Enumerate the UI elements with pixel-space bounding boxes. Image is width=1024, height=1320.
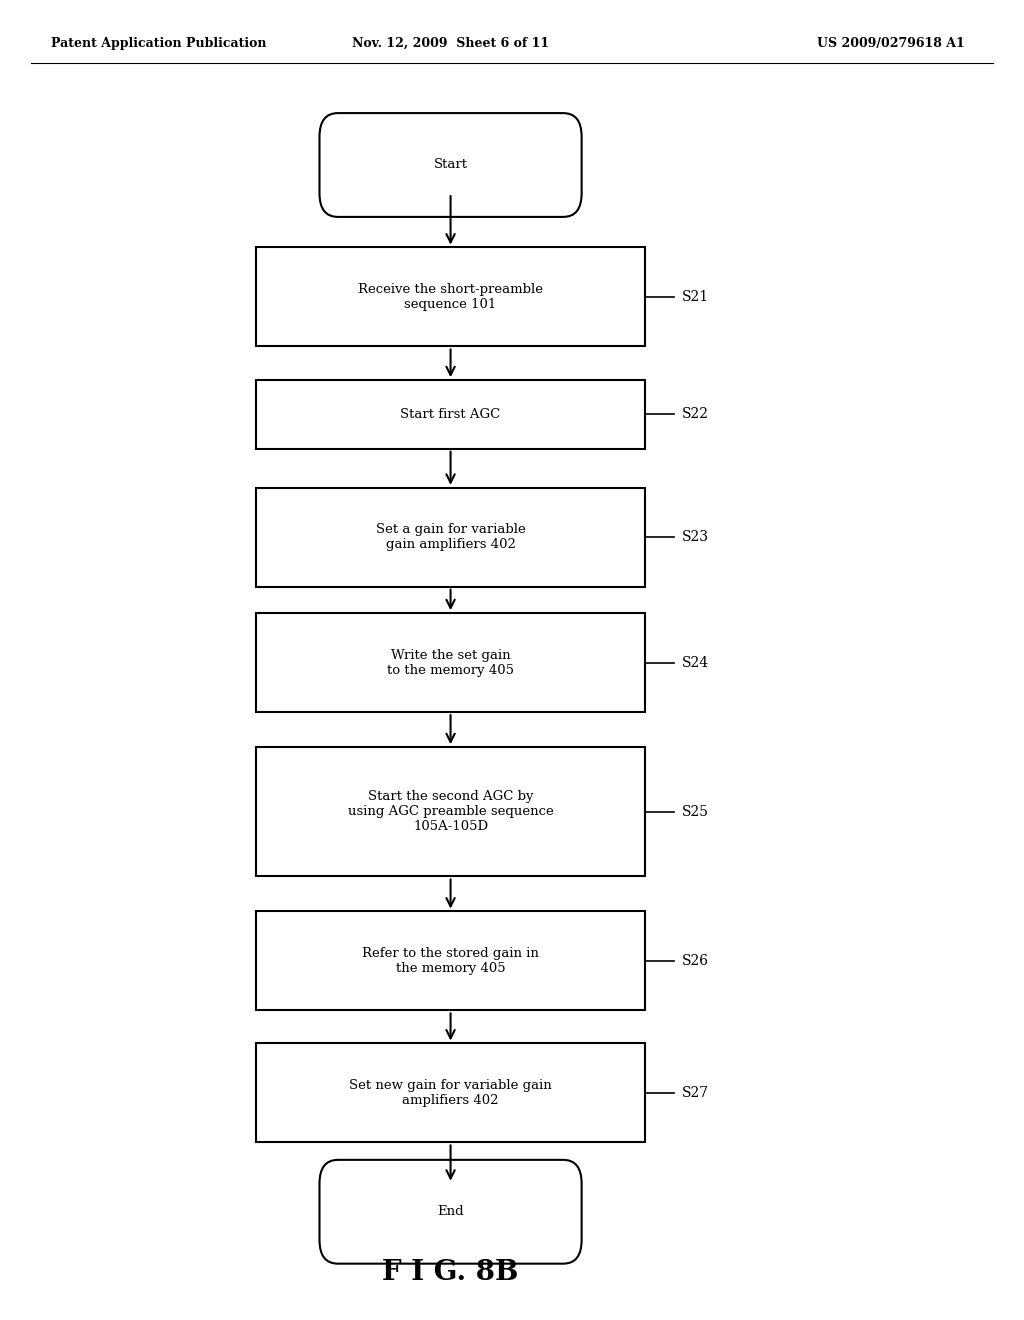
Bar — [256, 1043, 645, 1143]
FancyBboxPatch shape — [319, 114, 582, 216]
Text: S23: S23 — [682, 531, 709, 544]
Text: Start first AGC: Start first AGC — [400, 408, 501, 421]
Text: US 2009/0279618 A1: US 2009/0279618 A1 — [817, 37, 965, 50]
Text: Write the set gain
to the memory 405: Write the set gain to the memory 405 — [387, 648, 514, 677]
Text: S25: S25 — [682, 805, 709, 818]
Bar — [256, 747, 645, 876]
Text: S27: S27 — [682, 1086, 709, 1100]
Text: F I G. 8B: F I G. 8B — [382, 1259, 519, 1286]
Text: Start: Start — [433, 158, 468, 172]
Text: Receive the short-preamble
sequence 101: Receive the short-preamble sequence 101 — [358, 282, 543, 312]
Text: Refer to the stored gain in
the memory 405: Refer to the stored gain in the memory 4… — [362, 946, 539, 975]
Text: S21: S21 — [682, 290, 709, 304]
Bar — [256, 248, 645, 346]
Bar — [256, 488, 645, 586]
Text: S22: S22 — [682, 408, 709, 421]
Text: Start the second AGC by
using AGC preamble sequence
105A-105D: Start the second AGC by using AGC preamb… — [348, 791, 553, 833]
Text: End: End — [437, 1205, 464, 1218]
Text: S26: S26 — [682, 954, 709, 968]
Text: S24: S24 — [682, 656, 709, 669]
Bar — [256, 380, 645, 449]
Bar — [256, 612, 645, 713]
Text: Set new gain for variable gain
amplifiers 402: Set new gain for variable gain amplifier… — [349, 1078, 552, 1107]
Text: Set a gain for variable
gain amplifiers 402: Set a gain for variable gain amplifiers … — [376, 523, 525, 552]
FancyBboxPatch shape — [319, 1160, 582, 1263]
Bar — [256, 911, 645, 1011]
Text: Nov. 12, 2009  Sheet 6 of 11: Nov. 12, 2009 Sheet 6 of 11 — [352, 37, 549, 50]
Text: Patent Application Publication: Patent Application Publication — [51, 37, 266, 50]
